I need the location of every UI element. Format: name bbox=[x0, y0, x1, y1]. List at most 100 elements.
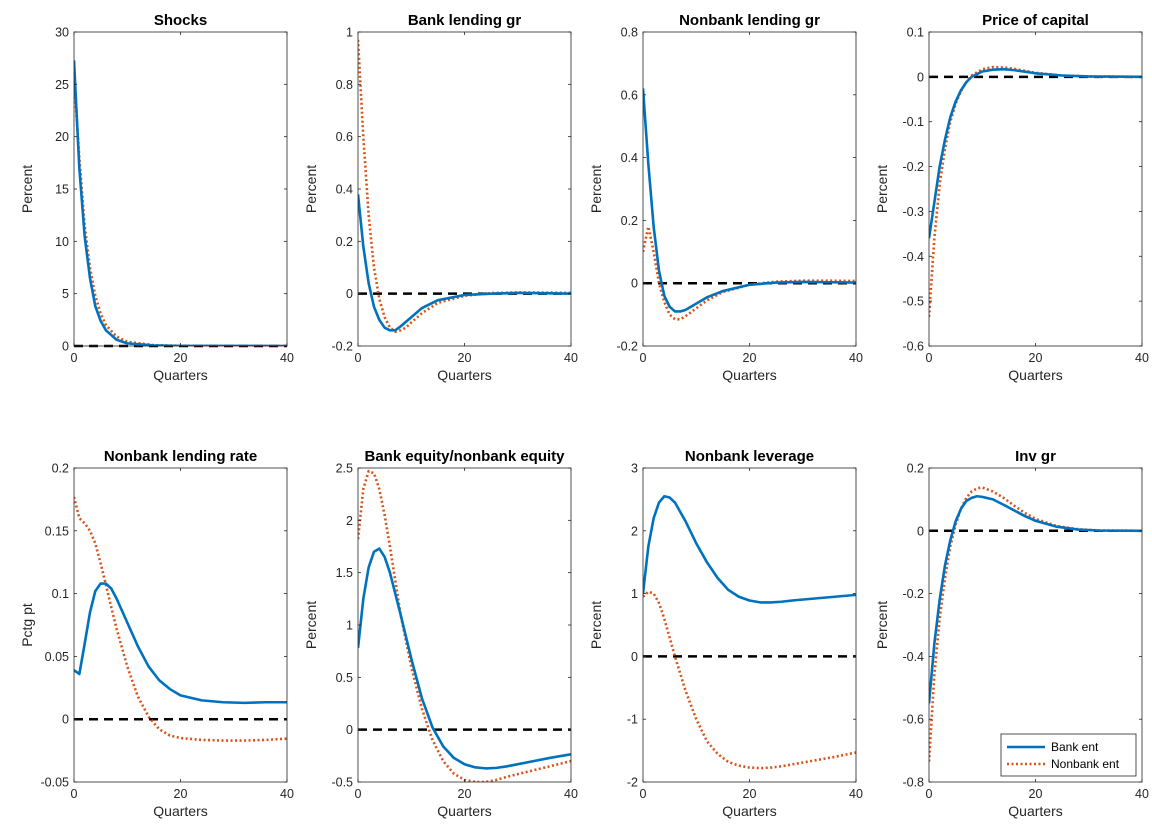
y-tick-label: 0 bbox=[346, 723, 353, 737]
axes-box bbox=[642, 467, 857, 783]
subplot-title: Bank lending gr bbox=[408, 12, 522, 29]
y-tick-label: -0.2 bbox=[902, 587, 924, 601]
subplot-1: 0 20 40 0 5 10 15 20 25 30 Shocks Quarters Percent bbox=[19, 12, 294, 383]
y-tick-label: 1 bbox=[346, 26, 353, 40]
y-tick-label: 0.6 bbox=[336, 130, 353, 144]
series-line-nonbank-ent bbox=[358, 39, 571, 333]
y-tick-label: 0 bbox=[631, 650, 638, 664]
x-axis-label: Quarters bbox=[722, 803, 776, 819]
y-tick-label: -1 bbox=[627, 713, 638, 727]
y-tick-label: 10 bbox=[55, 235, 69, 249]
y-tick-label: 0.05 bbox=[45, 650, 69, 664]
y-tick-label: 25 bbox=[55, 78, 69, 92]
x-axis-label: Quarters bbox=[1008, 367, 1062, 383]
x-tick-label: 0 bbox=[355, 351, 362, 365]
y-tick-label: 30 bbox=[55, 26, 69, 40]
y-tick-label: 0.6 bbox=[621, 88, 638, 102]
subplot-8: 0 20 40 -0.8 -0.6 -0.4 -0.2 0 0.2 Inv gr Quarters P… bbox=[874, 448, 1149, 819]
series-line-bank-ent bbox=[358, 547, 571, 770]
y-axis-label: Pctg pt bbox=[19, 603, 35, 647]
series-line-nonbank-ent bbox=[74, 496, 287, 742]
series-line-bank-ent bbox=[358, 194, 571, 332]
x-tick-label: 0 bbox=[71, 351, 78, 365]
subplot-title: Inv gr bbox=[1015, 448, 1056, 465]
x-tick-label: 0 bbox=[640, 351, 647, 365]
y-tick-label: 1 bbox=[631, 587, 638, 601]
y-tick-label: 0.8 bbox=[621, 26, 638, 40]
y-tick-label: -0.2 bbox=[331, 340, 353, 354]
y-tick-label: 15 bbox=[55, 183, 69, 197]
y-tick-label: -0.4 bbox=[902, 250, 924, 264]
y-tick-label: 3 bbox=[631, 462, 638, 476]
y-tick-label: -0.05 bbox=[41, 776, 70, 790]
y-tick-label: -0.2 bbox=[902, 160, 924, 174]
x-tick-label: 20 bbox=[743, 787, 757, 801]
x-tick-label: 40 bbox=[849, 787, 863, 801]
y-axis-label: Percent bbox=[19, 165, 35, 213]
subplot-7: 0 20 40 -2 -1 0 1 2 3 Nonbank leverage Quarters Per… bbox=[588, 448, 863, 819]
series-line-bank-ent bbox=[643, 88, 856, 313]
subplot-4: 0 20 40 -0.6 -0.5 -0.4 -0.3 -0.2 -0.1 0 0.1 Price o… bbox=[874, 12, 1149, 383]
y-tick-label: -0.2 bbox=[616, 340, 638, 354]
legend-entry-label: Nonbank ent bbox=[1051, 757, 1120, 771]
x-tick-label: 0 bbox=[71, 787, 78, 801]
x-tick-label: 40 bbox=[564, 351, 578, 365]
y-tick-label: 0 bbox=[631, 277, 638, 291]
y-tick-label: 0.2 bbox=[336, 235, 353, 249]
y-tick-label: 1.5 bbox=[336, 566, 353, 580]
subplot-title: Bank equity/nonbank equity bbox=[364, 448, 565, 465]
y-tick-label: -0.5 bbox=[331, 776, 353, 790]
y-tick-label: 0.5 bbox=[336, 671, 353, 685]
axes-box bbox=[357, 467, 572, 783]
x-tick-label: 40 bbox=[1135, 351, 1149, 365]
y-axis-label: Percent bbox=[588, 601, 604, 649]
subplot-title: Nonbank leverage bbox=[685, 448, 814, 465]
x-tick-label: 20 bbox=[1029, 351, 1043, 365]
y-tick-label: 20 bbox=[55, 130, 69, 144]
x-axis-label: Quarters bbox=[437, 803, 491, 819]
subplot-title: Nonbank lending gr bbox=[679, 12, 820, 29]
x-tick-label: 20 bbox=[174, 787, 188, 801]
x-tick-label: 20 bbox=[458, 351, 472, 365]
series-line-nonbank-ent bbox=[643, 225, 856, 321]
y-tick-label: -0.8 bbox=[902, 776, 924, 790]
y-axis-label: Percent bbox=[588, 165, 604, 213]
y-tick-label: 5 bbox=[62, 287, 69, 301]
x-tick-label: 0 bbox=[355, 787, 362, 801]
y-tick-label: -0.5 bbox=[902, 295, 924, 309]
y-tick-label: 0.15 bbox=[45, 524, 69, 538]
y-tick-label: 0 bbox=[917, 70, 924, 84]
y-tick-label: 2 bbox=[346, 514, 353, 528]
series-line-bank-ent bbox=[929, 494, 1142, 704]
legend: Bank ent Nonbank ent bbox=[1000, 733, 1137, 777]
x-tick-label: 0 bbox=[926, 787, 933, 801]
x-tick-label: 40 bbox=[1135, 787, 1149, 801]
x-tick-label: 20 bbox=[174, 351, 188, 365]
y-tick-label: 0 bbox=[62, 713, 69, 727]
y-tick-label: -0.1 bbox=[902, 115, 924, 129]
series-line-nonbank-ent bbox=[358, 469, 571, 782]
y-tick-label: 0 bbox=[917, 524, 924, 538]
subplot-title: Shocks bbox=[154, 12, 207, 29]
x-tick-label: 40 bbox=[280, 351, 294, 365]
y-tick-label: 0.1 bbox=[907, 26, 924, 40]
axes-box bbox=[73, 31, 288, 347]
axes-box bbox=[928, 31, 1143, 347]
x-tick-label: 20 bbox=[743, 351, 757, 365]
y-tick-label: 0.2 bbox=[621, 214, 638, 228]
x-axis-label: Quarters bbox=[437, 367, 491, 383]
y-axis-label: Percent bbox=[874, 165, 890, 213]
y-tick-label: 2.5 bbox=[336, 462, 353, 476]
y-tick-label: 0.1 bbox=[52, 587, 69, 601]
y-tick-label: 0.8 bbox=[336, 78, 353, 92]
y-tick-label: 0.2 bbox=[52, 462, 69, 476]
series-line-nonbank-ent bbox=[929, 486, 1142, 762]
x-axis-label: Quarters bbox=[722, 367, 776, 383]
axes-box bbox=[73, 467, 288, 783]
x-axis-label: Quarters bbox=[153, 367, 207, 383]
